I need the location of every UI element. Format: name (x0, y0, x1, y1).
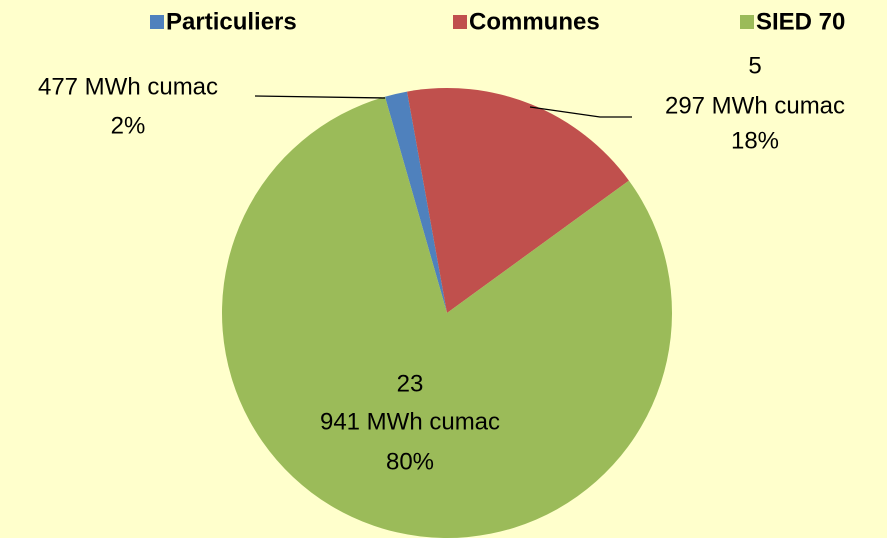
legend-swatch (740, 15, 754, 29)
data-label: 477 MWh cumac (38, 73, 218, 100)
data-label: 80% (386, 448, 434, 475)
legend-swatch (150, 15, 164, 29)
leader-line (529, 106, 632, 118)
pie-slice (222, 96, 672, 538)
data-label: 5 (748, 52, 761, 79)
legend-swatch (453, 15, 467, 29)
data-label: 23 (397, 370, 424, 397)
data-label: 18% (731, 127, 779, 154)
pie-slice (384, 91, 447, 313)
data-label: 941 MWh cumac (320, 408, 500, 435)
pie-slice (407, 88, 629, 313)
data-label: 2% (111, 112, 146, 139)
legend-label: Particuliers (166, 8, 297, 35)
data-label: 297 MWh cumac (665, 92, 845, 119)
legend-label: SIED 70 (756, 8, 845, 35)
legend-label: Communes (469, 8, 600, 35)
leader-line (254, 95, 386, 99)
